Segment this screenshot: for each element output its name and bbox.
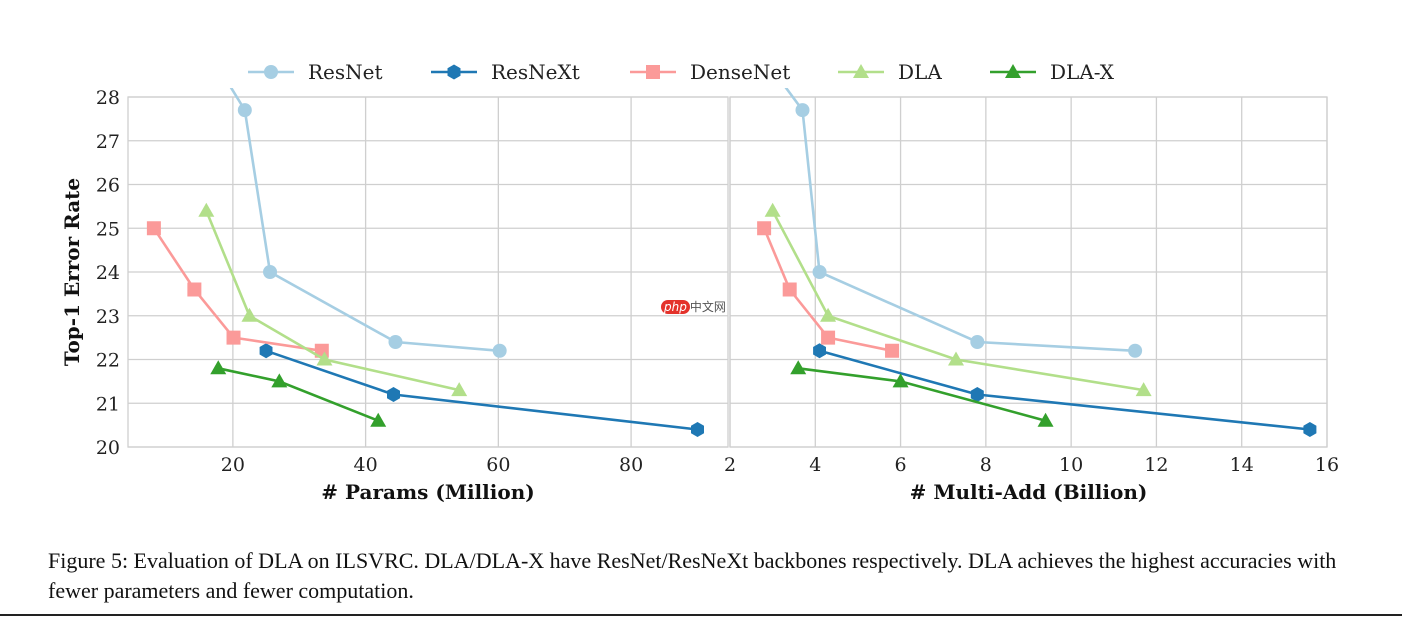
x-tick-label: 20 (221, 454, 245, 476)
legend-label: DLA-X (1050, 60, 1115, 84)
legend-marker-hexagon-icon (447, 64, 461, 80)
y-tick-label: 22 (96, 350, 120, 372)
data-point-dla (241, 307, 258, 322)
data-point-dla (820, 307, 837, 322)
series-group (757, 88, 1317, 437)
y-tick-label: 23 (96, 306, 120, 328)
legend-label: DenseNet (690, 60, 790, 84)
x-tick-label: 8 (980, 454, 992, 476)
series-line-dla-x (218, 367, 379, 422)
x-tick-label: 6 (895, 454, 907, 476)
chart-panel-1: 20 21 22 23 24 25 26 27 28 20 40 60 80 # Params (Mill… (60, 87, 729, 504)
legend-item-dla: DLA (838, 60, 942, 84)
legend-item-densenet: DenseNet (630, 60, 790, 84)
series-line-resnet (784, 88, 1136, 353)
data-point-resnext (970, 387, 984, 402)
data-point-resnet (970, 335, 985, 349)
data-point-resnet (263, 265, 278, 279)
legend-item-dla-x: DLA-X (990, 60, 1115, 84)
data-point-dla (198, 202, 215, 217)
x-axis-label: # Multi-Add (Billion) (910, 480, 1148, 504)
data-point-resnext (813, 343, 826, 359)
watermark: php 中文网 (661, 298, 726, 315)
data-point-densenet (782, 282, 797, 297)
y-tick-label: 21 (96, 393, 120, 415)
legend-marker-triangle-icon (1005, 64, 1021, 78)
series-line-dla (771, 210, 1144, 392)
data-point-resnet (388, 335, 403, 349)
data-point-resnet (492, 343, 507, 358)
x-tick-label: 4 (809, 454, 821, 476)
data-point-resnet (1128, 343, 1143, 358)
watermark-logo: php (661, 300, 690, 314)
x-tick-label: 16 (1315, 454, 1339, 476)
data-point-dla-x (1037, 412, 1054, 427)
legend-label: DLA (898, 60, 942, 84)
legend-marker-square-icon (646, 65, 660, 79)
x-tick-label: 10 (1059, 454, 1083, 476)
y-tick-label: 26 (96, 175, 120, 197)
figure-caption: Figure 5: Evaluation of DLA on ILSVRC. D… (48, 548, 1337, 603)
legend-marker-circle-icon (264, 65, 278, 79)
data-point-resnet (795, 103, 810, 118)
legend-item-resnext: ResNeXt (431, 60, 580, 84)
data-point-dla (1135, 382, 1152, 397)
data-point-resnext (1303, 422, 1317, 437)
x-tick-label: 80 (619, 454, 643, 476)
data-point-densenet (226, 330, 241, 345)
data-point-dla (451, 382, 468, 397)
legend: ResNet ResNeXt DenseNet DLA DLA-X (248, 60, 1115, 84)
data-point-resnext (691, 422, 704, 437)
data-point-dla-x (790, 360, 807, 375)
series-line-dla (205, 210, 460, 392)
y-tick-label: 27 (96, 131, 120, 153)
x-axis-label: # Params (Million) (321, 480, 534, 504)
data-point-dla-x (892, 373, 909, 388)
x-tick-label: 14 (1230, 454, 1254, 476)
plot-frame (127, 96, 729, 448)
y-tick-label: 25 (96, 218, 120, 240)
series-line-dla-x (798, 367, 1046, 422)
series-group (146, 88, 704, 437)
series-line-densenet (762, 227, 893, 353)
data-point-densenet (821, 330, 836, 345)
data-point-densenet (757, 221, 772, 236)
data-point-dla-x (370, 412, 387, 427)
data-point-densenet (146, 221, 161, 236)
data-point-densenet (187, 282, 202, 297)
x-tick-label: 2 (724, 454, 736, 476)
series-line-densenet (152, 227, 322, 353)
data-point-dla-x (210, 360, 227, 375)
watermark-text: 中文网 (689, 300, 726, 314)
y-tick-label: 28 (96, 87, 120, 109)
x-tick-label: 60 (486, 454, 510, 476)
data-point-resnext (259, 343, 273, 359)
data-point-densenet (885, 343, 900, 358)
series-line-resnext (819, 349, 1311, 431)
legend-label: ResNeXt (491, 60, 580, 84)
bottom-rule (0, 614, 1402, 616)
data-point-dla-x (271, 373, 288, 388)
x-tick-label: 40 (354, 454, 378, 476)
y-tick-label: 20 (96, 437, 120, 459)
data-point-dla (764, 202, 781, 217)
chart-panel-2: 2 4 6 8 10 12 14 16 # Multi-Add (Billion) (724, 88, 1339, 504)
data-point-resnet (237, 103, 252, 118)
data-point-dla (948, 351, 965, 366)
series-line-resnet (229, 88, 500, 353)
series-line-resnext (265, 349, 698, 431)
legend-label: ResNet (308, 60, 383, 84)
data-point-resnext (387, 387, 400, 402)
legend-marker-triangle-icon (853, 64, 869, 78)
data-point-dla (316, 351, 333, 366)
data-point-resnet (812, 265, 827, 279)
plot-frame (729, 96, 1328, 448)
y-tick-label: 24 (96, 262, 120, 284)
legend-item-resnet: ResNet (248, 60, 383, 84)
x-tick-label: 12 (1144, 454, 1168, 476)
y-axis-label: Top-1 Error Rate (60, 178, 84, 366)
